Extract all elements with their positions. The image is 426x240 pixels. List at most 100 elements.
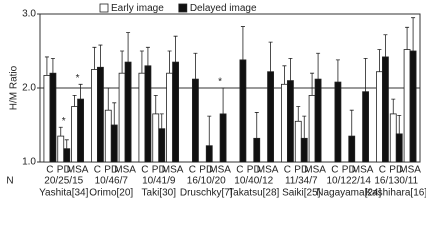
error-bar bbox=[64, 139, 69, 149]
sub-category-label: MSA bbox=[162, 165, 184, 176]
bar bbox=[348, 135, 356, 163]
bar bbox=[63, 148, 71, 163]
error-bar bbox=[112, 102, 117, 125]
group-n: 10/40/12 bbox=[234, 176, 273, 187]
group-label: Kashihara[16] bbox=[365, 188, 426, 199]
bar bbox=[172, 61, 179, 163]
bar bbox=[403, 49, 411, 163]
error-bar bbox=[296, 106, 301, 122]
group-n: 11/34/7 bbox=[285, 176, 318, 187]
bar bbox=[409, 50, 417, 163]
sub-category-label: PD bbox=[247, 165, 261, 176]
error-bar bbox=[240, 26, 245, 60]
annotation: * bbox=[62, 116, 66, 127]
group-label: Druschky[7] bbox=[180, 188, 233, 199]
group-n: 16/130/11 bbox=[374, 176, 418, 187]
group-n: 10/122/14 bbox=[327, 176, 372, 187]
error-bar bbox=[72, 95, 77, 107]
bar bbox=[118, 72, 126, 163]
error-bar bbox=[383, 34, 388, 57]
error-bar bbox=[302, 115, 307, 139]
error-bar bbox=[282, 65, 287, 85]
error-bar bbox=[58, 126, 63, 137]
error-bar bbox=[120, 50, 125, 74]
group-n: 10/41/9 bbox=[142, 176, 176, 187]
sub-category-label: C bbox=[141, 165, 148, 176]
error-bar bbox=[335, 59, 340, 83]
y-axis-label: H/M Ratio bbox=[9, 65, 20, 110]
error-bar bbox=[98, 44, 103, 68]
error-bar bbox=[377, 49, 382, 72]
sub-category-label: PD bbox=[152, 165, 166, 176]
bar bbox=[144, 65, 152, 163]
sub-category-label: MSA bbox=[304, 165, 326, 176]
bar bbox=[314, 78, 322, 163]
sub-category-label: PD bbox=[199, 165, 213, 176]
error-bar bbox=[167, 50, 172, 74]
bar bbox=[43, 75, 51, 163]
error-bar bbox=[397, 114, 402, 134]
sub-category-label: PD bbox=[104, 165, 118, 176]
bar bbox=[253, 137, 261, 163]
error-bar bbox=[92, 46, 97, 70]
bar bbox=[300, 137, 308, 163]
sub-category-label: C bbox=[236, 165, 243, 176]
error-bar bbox=[139, 50, 144, 74]
error-bar bbox=[363, 58, 368, 92]
error-bar bbox=[207, 115, 212, 146]
bar bbox=[376, 71, 383, 163]
legend-label: Delayed image bbox=[190, 3, 257, 14]
group-n: 10/46/7 bbox=[95, 176, 129, 187]
bar bbox=[124, 61, 132, 163]
sub-category-label: MSA bbox=[114, 165, 136, 176]
sub-category-label: C bbox=[46, 165, 53, 176]
error-bar bbox=[349, 109, 354, 137]
chart: H/M Ratio N 1.02.03.0C PDMSA20/25/15Yashi… bbox=[6, 3, 426, 199]
error-bar bbox=[411, 17, 416, 51]
bar bbox=[294, 120, 302, 163]
bar bbox=[97, 66, 104, 163]
sub-category-label: MSA bbox=[209, 165, 231, 176]
sub-category-label: C bbox=[379, 165, 386, 176]
sub-category-label: C bbox=[284, 165, 291, 176]
bar bbox=[49, 72, 57, 163]
group-n: 16/10/20 bbox=[187, 176, 226, 187]
sub-category-label: MSA bbox=[352, 165, 374, 176]
error-bar bbox=[78, 83, 83, 100]
bar bbox=[91, 69, 98, 163]
bar bbox=[362, 91, 369, 163]
bar bbox=[205, 145, 213, 163]
bar bbox=[281, 83, 288, 163]
legend-swatch bbox=[178, 3, 188, 13]
error-bar bbox=[310, 72, 315, 96]
row-label: N bbox=[6, 176, 13, 187]
bar bbox=[239, 59, 247, 163]
error-bar bbox=[145, 46, 150, 66]
error-bar bbox=[153, 95, 158, 114]
sub-category-label: C bbox=[189, 165, 196, 176]
bar bbox=[166, 72, 173, 163]
sub-category-label: C bbox=[331, 165, 338, 176]
bar bbox=[287, 80, 294, 163]
error-bar bbox=[44, 56, 49, 76]
bar bbox=[57, 135, 65, 163]
legend-label: Early image bbox=[111, 3, 164, 14]
bar bbox=[334, 81, 342, 163]
sub-category-label: PD bbox=[389, 165, 403, 176]
y-tick-label: 2.0 bbox=[22, 83, 36, 94]
bar bbox=[219, 113, 227, 163]
bar bbox=[77, 98, 84, 163]
error-bar bbox=[193, 52, 198, 80]
bar bbox=[110, 124, 118, 163]
error-bar bbox=[221, 87, 226, 114]
error-bar bbox=[106, 87, 111, 111]
sub-category-label: MSA bbox=[257, 165, 279, 176]
sub-category-label: MSA bbox=[399, 165, 421, 176]
bar bbox=[104, 109, 112, 163]
sub-category-label: PD bbox=[294, 165, 308, 176]
annotation: * bbox=[76, 73, 80, 84]
bar bbox=[389, 113, 397, 163]
bar bbox=[308, 95, 316, 163]
error-bar bbox=[126, 32, 131, 63]
bar bbox=[395, 133, 403, 163]
